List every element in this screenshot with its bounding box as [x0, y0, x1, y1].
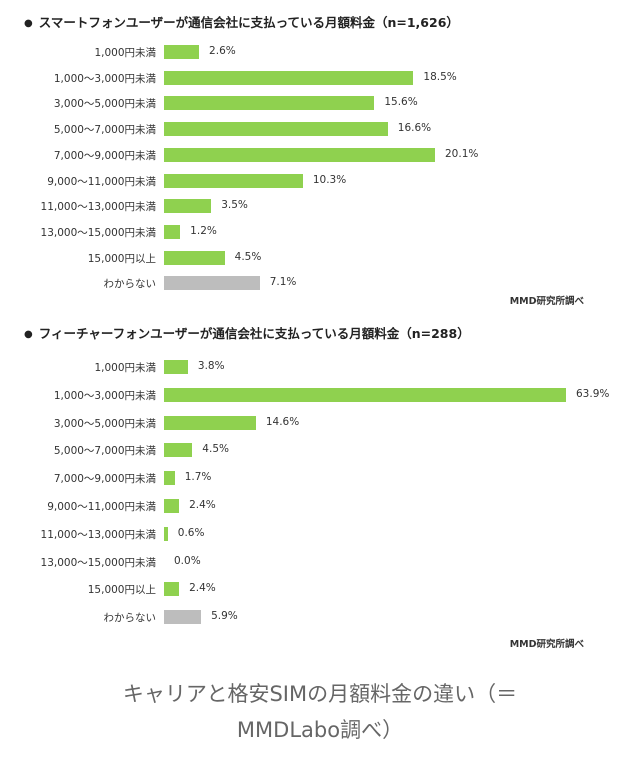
value-label: 4.5%: [234, 250, 262, 263]
value-label: 16.6%: [397, 122, 432, 135]
category-label: わからない: [103, 612, 157, 625]
category-label: 13,000～15,000円未満: [40, 226, 156, 239]
category-label: 7,000～9,000円未満: [53, 473, 156, 486]
value-label: 10.3%: [312, 173, 347, 186]
bar: [164, 582, 180, 597]
category-label: 1,000円未満: [94, 362, 156, 374]
chart-title: ● フィーチャーフォンユーザーが通信会社に支払っている月額料金（n=288）: [24, 323, 470, 342]
category-label: 1,000～3,000円未満: [53, 72, 156, 85]
category-label: 1,000～3,000円未満: [53, 389, 156, 402]
bar: [164, 499, 180, 513]
category-label: 15,000円以上: [87, 584, 156, 597]
value-label: 0.6%: [177, 526, 205, 539]
source-label: MMD研究所調べ: [509, 296, 584, 307]
bar: [164, 173, 303, 188]
bar: [164, 96, 375, 111]
category-label: 3,000～5,000円未満: [53, 98, 156, 111]
bar: [164, 387, 566, 402]
bar: [164, 250, 225, 265]
category-label: 13,000～15,000円未満: [40, 556, 156, 569]
value-label: 7.1%: [269, 276, 297, 289]
bar: [164, 122, 388, 137]
chart-title-text: スマートフォンユーザーが通信会社に支払っている月額料金（n=1,626）: [38, 15, 459, 30]
value-label: 2.4%: [189, 582, 216, 595]
value-label: 4.5%: [202, 443, 229, 456]
value-label: 1.2%: [190, 224, 217, 237]
value-label: 0.0%: [174, 554, 201, 567]
value-label: 1.7%: [184, 471, 212, 484]
caption: キャリアと格安SIMの月額料金の違い（＝ MMDLabo調べ）: [0, 676, 640, 748]
category-label: 11,000～13,000円未満: [40, 528, 156, 541]
category-label: 15,000円以上: [87, 252, 156, 265]
chart-title-text: フィーチャーフォンユーザーが通信会社に支払っている月額料金（n=288）: [38, 326, 470, 341]
value-label: 5.9%: [211, 610, 238, 623]
category-label: 3,000～5,000円未満: [53, 417, 156, 430]
bar: [164, 70, 414, 85]
category-label: 1,000円未満: [94, 47, 156, 59]
bar: [164, 526, 168, 541]
category-label: 11,000～13,000円未満: [40, 201, 156, 214]
category-label: 7,000～9,000円未満: [53, 149, 156, 162]
bar: [164, 45, 200, 59]
bar: [164, 199, 212, 214]
bullet-icon: ●: [24, 18, 33, 29]
category-label: 9,000～11,000円未満: [47, 501, 156, 513]
bar: [164, 147, 435, 162]
bullet-icon: ●: [24, 329, 33, 340]
value-label: 18.5%: [423, 70, 457, 83]
value-label: 15.6%: [384, 96, 418, 109]
value-label: 3.5%: [221, 199, 248, 212]
bar: [164, 224, 181, 239]
bar: [164, 610, 202, 625]
bar: [164, 471, 175, 486]
bar: [164, 276, 260, 291]
category-label: わからない: [103, 278, 157, 291]
smartphone-fee-chart: ● スマートフォンユーザーが通信会社に支払っている月額料金（n=1,626） MM…: [0, 12, 640, 312]
value-label: 63.9%: [576, 387, 610, 400]
category-label: 5,000～7,000円未満: [53, 445, 156, 458]
value-label: 20.1%: [445, 147, 479, 160]
bar: [164, 360, 188, 374]
value-label: 2.6%: [209, 45, 236, 57]
category-label: 9,000～11,000円未満: [47, 175, 156, 188]
value-label: 2.4%: [189, 499, 216, 511]
featurephone-fee-chart: ● フィーチャーフォンユーザーが通信会社に支払っている月額料金（n=288） MM…: [0, 323, 640, 653]
category-label: 5,000～7,000円未満: [53, 124, 156, 137]
source-label: MMD研究所調べ: [509, 639, 584, 650]
bar: [164, 415, 256, 430]
chart-title: ● スマートフォンユーザーが通信会社に支払っている月額料金（n=1,626）: [24, 12, 459, 31]
value-label: 14.6%: [265, 415, 300, 428]
caption-line-1: キャリアと格安SIMの月額料金の違い（＝: [122, 682, 518, 706]
bar: [164, 443, 193, 458]
caption-line-2: MMDLabo調べ）: [236, 718, 404, 742]
value-label: 3.8%: [197, 360, 225, 372]
